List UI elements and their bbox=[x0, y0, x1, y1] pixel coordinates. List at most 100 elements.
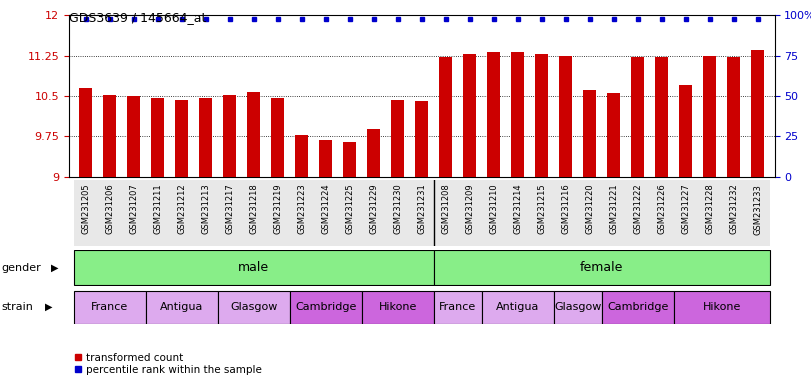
Bar bbox=[439, 57, 453, 177]
Text: GSM231212: GSM231212 bbox=[178, 184, 187, 234]
Bar bbox=[535, 54, 548, 177]
Text: Glasgow: Glasgow bbox=[554, 302, 602, 312]
Bar bbox=[247, 92, 260, 177]
Bar bbox=[482, 291, 554, 324]
Text: GSM231226: GSM231226 bbox=[657, 184, 666, 235]
Text: GSM231222: GSM231222 bbox=[633, 184, 642, 234]
Text: GSM231231: GSM231231 bbox=[417, 184, 427, 235]
Bar bbox=[511, 52, 525, 177]
Bar bbox=[655, 57, 668, 177]
Bar bbox=[457, 180, 482, 246]
Text: strain: strain bbox=[2, 302, 33, 312]
Bar bbox=[631, 57, 644, 177]
Text: Glasgow: Glasgow bbox=[230, 302, 277, 312]
Bar bbox=[319, 140, 333, 177]
Text: GSM231215: GSM231215 bbox=[537, 184, 547, 234]
Text: GSM231221: GSM231221 bbox=[609, 184, 618, 234]
Bar bbox=[343, 142, 356, 177]
Text: GSM231211: GSM231211 bbox=[153, 184, 162, 234]
Bar bbox=[722, 180, 745, 246]
Bar bbox=[74, 291, 146, 324]
Bar bbox=[217, 291, 290, 324]
Text: GSM231218: GSM231218 bbox=[249, 184, 258, 235]
Bar bbox=[386, 180, 410, 246]
Text: France: France bbox=[439, 302, 476, 312]
Text: female: female bbox=[580, 262, 624, 274]
Bar bbox=[74, 250, 434, 285]
Bar bbox=[391, 100, 405, 177]
Bar bbox=[151, 98, 165, 177]
Bar bbox=[727, 57, 740, 177]
Text: Hikone: Hikone bbox=[702, 302, 741, 312]
Bar bbox=[122, 180, 146, 246]
Text: ▶: ▶ bbox=[51, 263, 58, 273]
Bar bbox=[626, 180, 650, 246]
Bar bbox=[79, 88, 92, 177]
Bar bbox=[487, 53, 500, 177]
Bar bbox=[127, 96, 140, 177]
Text: GSM231210: GSM231210 bbox=[489, 184, 498, 234]
Bar bbox=[607, 93, 620, 177]
Bar bbox=[194, 180, 217, 246]
Text: Hikone: Hikone bbox=[379, 302, 417, 312]
Bar bbox=[367, 129, 380, 177]
Legend: transformed count, percentile rank within the sample: transformed count, percentile rank withi… bbox=[70, 348, 266, 379]
Text: GSM231224: GSM231224 bbox=[321, 184, 330, 234]
Text: GSM231208: GSM231208 bbox=[441, 184, 450, 235]
Bar bbox=[337, 180, 362, 246]
Bar bbox=[146, 180, 169, 246]
Text: GSM231233: GSM231233 bbox=[753, 184, 762, 235]
Bar bbox=[679, 85, 693, 177]
Bar bbox=[554, 291, 602, 324]
Bar bbox=[217, 180, 242, 246]
Text: GSM231214: GSM231214 bbox=[513, 184, 522, 234]
Text: GSM231209: GSM231209 bbox=[466, 184, 474, 234]
Bar bbox=[410, 180, 434, 246]
Bar bbox=[362, 180, 386, 246]
Bar bbox=[530, 180, 554, 246]
Bar bbox=[295, 135, 308, 177]
Text: Antigua: Antigua bbox=[160, 302, 204, 312]
Bar bbox=[751, 50, 764, 177]
Bar bbox=[103, 95, 116, 177]
Bar bbox=[98, 180, 122, 246]
Text: GSM231223: GSM231223 bbox=[297, 184, 307, 235]
Text: male: male bbox=[238, 262, 269, 274]
Bar bbox=[290, 180, 314, 246]
Bar bbox=[602, 291, 674, 324]
Text: gender: gender bbox=[2, 263, 41, 273]
Bar bbox=[146, 291, 217, 324]
Text: GSM231206: GSM231206 bbox=[105, 184, 114, 235]
Bar bbox=[559, 56, 573, 177]
Bar bbox=[482, 180, 506, 246]
Bar bbox=[554, 180, 577, 246]
Text: ▶: ▶ bbox=[45, 302, 52, 312]
Text: Cambridge: Cambridge bbox=[295, 302, 356, 312]
Bar bbox=[583, 89, 596, 177]
Text: Antigua: Antigua bbox=[496, 302, 539, 312]
Bar bbox=[242, 180, 266, 246]
Text: GSM231216: GSM231216 bbox=[561, 184, 570, 235]
Bar bbox=[602, 180, 626, 246]
Bar bbox=[703, 56, 716, 177]
Text: GSM231213: GSM231213 bbox=[201, 184, 210, 235]
Text: GSM231207: GSM231207 bbox=[129, 184, 138, 235]
Text: France: France bbox=[91, 302, 128, 312]
Bar bbox=[314, 180, 337, 246]
Text: GSM231232: GSM231232 bbox=[729, 184, 738, 235]
Bar bbox=[434, 180, 457, 246]
Bar bbox=[169, 180, 194, 246]
Bar bbox=[506, 180, 530, 246]
Bar bbox=[697, 180, 722, 246]
Text: Cambridge: Cambridge bbox=[607, 302, 668, 312]
Bar bbox=[175, 100, 188, 177]
Text: GSM231228: GSM231228 bbox=[706, 184, 714, 235]
Text: GSM231220: GSM231220 bbox=[586, 184, 594, 234]
Bar bbox=[745, 180, 770, 246]
Text: GSM231230: GSM231230 bbox=[393, 184, 402, 235]
Bar bbox=[74, 180, 98, 246]
Bar bbox=[362, 291, 434, 324]
Text: GSM231219: GSM231219 bbox=[273, 184, 282, 234]
Bar bbox=[650, 180, 674, 246]
Bar bbox=[674, 180, 697, 246]
